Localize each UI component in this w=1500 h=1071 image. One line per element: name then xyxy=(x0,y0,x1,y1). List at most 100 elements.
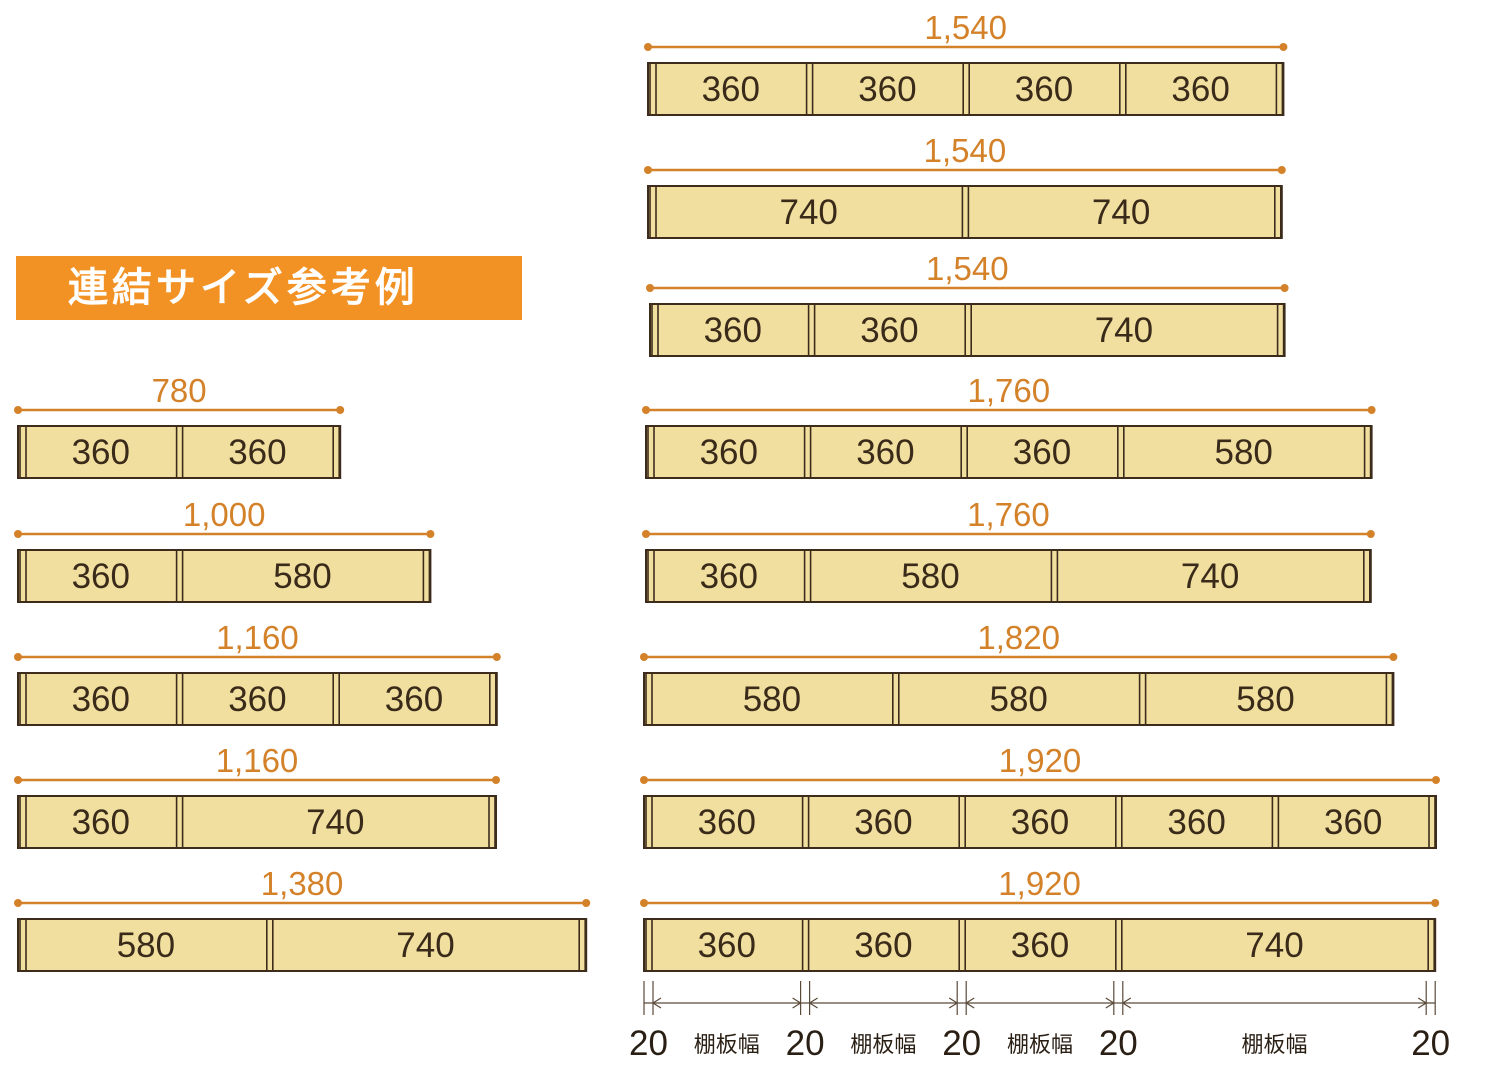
shelf-segment-width: 360 xyxy=(856,433,914,472)
shelf-segment-width: 580 xyxy=(117,926,175,965)
shelf-segment-width: 740 xyxy=(306,803,364,842)
shelf-board xyxy=(647,185,1283,239)
dimension-endpoint xyxy=(1389,653,1398,661)
shelf-segment-width: 360 xyxy=(72,433,130,472)
shelf-segment-width: 360 xyxy=(1011,926,1069,965)
total-width-label: 1,000 xyxy=(183,496,266,533)
shelf-configuration: 1,920 360 360 360 740 xyxy=(640,865,1440,972)
shelf-segment-width: 740 xyxy=(396,926,454,965)
shelf-configuration: 1,540 740 740 xyxy=(644,132,1286,239)
post-width-label: 20 xyxy=(629,1024,668,1063)
dimension-endpoint xyxy=(426,530,435,538)
dimension-endpoint xyxy=(492,653,501,661)
shelf-board xyxy=(17,425,342,479)
total-width-label: 1,380 xyxy=(261,865,344,902)
total-width-label: 1,160 xyxy=(216,619,299,656)
dimension-endpoint xyxy=(582,899,591,907)
dimension-endpoint xyxy=(640,776,648,784)
shelf-configuration: 1,380 580 740 xyxy=(14,865,591,972)
shelf-configuration: 1,000 360 580 xyxy=(14,496,435,603)
dimension-endpoint xyxy=(1366,530,1375,538)
total-width-label: 1,920 xyxy=(999,742,1082,779)
shelf-configuration: 1,760 360 360 360 580 xyxy=(642,372,1376,479)
dimension-endpoint xyxy=(14,653,22,661)
post-width-label: 20 xyxy=(942,1024,981,1063)
post-width-label: 20 xyxy=(786,1024,825,1063)
legend-arrow xyxy=(1417,997,1428,1009)
shelf-segment-width: 360 xyxy=(228,433,286,472)
shelf-segment-width: 360 xyxy=(704,311,762,350)
shelf-segment-width: 740 xyxy=(1095,311,1153,350)
shelf-segment-width: 360 xyxy=(702,70,760,109)
shelf-segment-width: 580 xyxy=(1214,433,1272,472)
legend-arrow xyxy=(651,997,662,1009)
legend-arrow xyxy=(1105,997,1115,1009)
shelf-board xyxy=(643,918,1437,972)
shelf-configuration: 1,160 360 360 360 xyxy=(14,619,501,726)
shelf-segment-width: 360 xyxy=(700,433,758,472)
shelf-segment-width: 360 xyxy=(1167,803,1225,842)
page-title: 連結サイズ参考例 xyxy=(16,256,522,320)
shelf-segment-width: 580 xyxy=(1236,680,1294,719)
shelf-board xyxy=(649,303,1286,357)
total-width-label: 1,540 xyxy=(926,250,1009,287)
shelf-configuration: 780 360 360 xyxy=(14,372,345,479)
dimension-endpoint xyxy=(14,530,22,538)
shelf-board xyxy=(17,918,588,972)
dimension-endpoint xyxy=(640,899,648,907)
total-width-label: 1,540 xyxy=(924,9,1007,46)
shelf-segment-width: 580 xyxy=(273,557,331,596)
shelf-segment-width: 740 xyxy=(1181,557,1239,596)
shelf-board xyxy=(643,672,1395,726)
shelf-segment-width: 360 xyxy=(72,557,130,596)
dimension-endpoint xyxy=(14,406,22,414)
shelf-segment-width: 360 xyxy=(698,803,756,842)
legend-arrow xyxy=(1121,997,1132,1009)
total-width-label: 1,760 xyxy=(968,372,1051,409)
legend-arrow xyxy=(792,997,802,1009)
shelf-segment-width: 740 xyxy=(1092,193,1150,232)
shelf-segment-width: 360 xyxy=(1171,70,1229,109)
shelf-segment-width: 580 xyxy=(989,680,1047,719)
dimension-endpoint xyxy=(642,406,650,414)
dimension-endpoint xyxy=(14,899,22,907)
shelf-board xyxy=(17,549,432,603)
shelf-configuration: 1,820 580 580 580 xyxy=(640,619,1398,726)
total-width-label: 1,760 xyxy=(967,496,1050,533)
shelf-configuration: 1,760 360 580 740 xyxy=(642,496,1375,603)
shelf-board xyxy=(645,549,1372,603)
total-width-label: 1,160 xyxy=(216,742,299,779)
shelf-segment-width: 360 xyxy=(700,557,758,596)
shelf-board xyxy=(645,425,1373,479)
shelf-segment-width: 740 xyxy=(779,193,837,232)
shelf-segment-width: 580 xyxy=(743,680,801,719)
dimension-endpoint xyxy=(644,43,652,51)
dimension-endpoint xyxy=(640,653,648,661)
shelf-segment-width: 360 xyxy=(1011,803,1069,842)
shelf-segment-width: 360 xyxy=(1013,433,1071,472)
dimension-endpoint xyxy=(644,166,652,174)
dimension-endpoint xyxy=(642,530,650,538)
shelf-width-label: 棚板幅 xyxy=(850,1033,916,1058)
shelf-configuration: 1,160 360 740 xyxy=(14,742,500,849)
shelf-segment-width: 360 xyxy=(854,803,912,842)
shelf-segment-width: 360 xyxy=(72,803,130,842)
dimension-endpoint xyxy=(336,406,345,414)
shelf-segment-width: 360 xyxy=(1015,70,1073,109)
dimension-legend: 20 20 20 20 20 棚板幅 棚板幅 棚板幅 棚板幅 xyxy=(629,981,1450,1063)
shelf-segment-width: 360 xyxy=(858,70,916,109)
shelf-segment-width: 360 xyxy=(385,680,443,719)
shelf-segment-width: 580 xyxy=(901,557,959,596)
dimension-endpoint xyxy=(492,776,500,784)
shelf-configuration: 1,920 360 360 360 360 360 xyxy=(640,742,1440,849)
dimension-endpoint xyxy=(1432,776,1440,784)
dimension-endpoint xyxy=(1277,166,1286,174)
legend-arrow xyxy=(948,997,959,1009)
total-width-label: 1,920 xyxy=(998,865,1081,902)
shelf-width-label: 棚板幅 xyxy=(1241,1033,1307,1058)
shelf-board xyxy=(647,62,1285,116)
shelf-segment-width: 360 xyxy=(72,680,130,719)
